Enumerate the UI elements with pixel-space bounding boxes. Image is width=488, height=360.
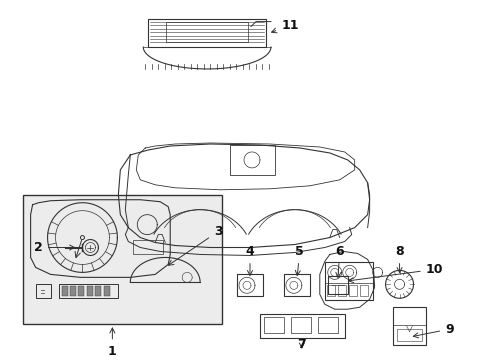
Bar: [148, 19, 265, 47]
Text: 8: 8: [394, 245, 403, 273]
Bar: [70, 286, 76, 296]
Bar: [22, 195, 222, 324]
Text: 5: 5: [295, 245, 304, 275]
Bar: [326, 285, 334, 296]
Text: 1: 1: [108, 328, 117, 357]
Bar: [290, 317, 310, 333]
Bar: [337, 285, 345, 296]
Bar: [87, 286, 93, 296]
Bar: [317, 317, 337, 333]
Bar: [264, 317, 284, 333]
Bar: [284, 274, 309, 296]
Text: 11: 11: [271, 19, 298, 33]
Bar: [348, 285, 356, 296]
Bar: [36, 284, 50, 298]
Text: 3: 3: [168, 225, 222, 265]
Bar: [103, 286, 110, 296]
Bar: [324, 262, 372, 300]
Text: 10: 10: [348, 263, 442, 283]
Bar: [133, 239, 163, 255]
Bar: [61, 286, 67, 296]
Bar: [396, 329, 422, 341]
Bar: [95, 286, 101, 296]
Bar: [359, 285, 367, 296]
Bar: [229, 145, 274, 175]
Text: 6: 6: [335, 245, 344, 278]
Text: 2: 2: [34, 241, 75, 254]
Text: 9: 9: [412, 323, 453, 338]
Text: 7: 7: [297, 338, 305, 351]
Bar: [260, 314, 344, 338]
Bar: [327, 276, 347, 294]
Bar: [166, 22, 247, 42]
Text: 4: 4: [245, 245, 254, 275]
Bar: [392, 307, 426, 345]
Bar: [59, 284, 118, 298]
Bar: [78, 286, 84, 296]
Bar: [237, 274, 263, 296]
